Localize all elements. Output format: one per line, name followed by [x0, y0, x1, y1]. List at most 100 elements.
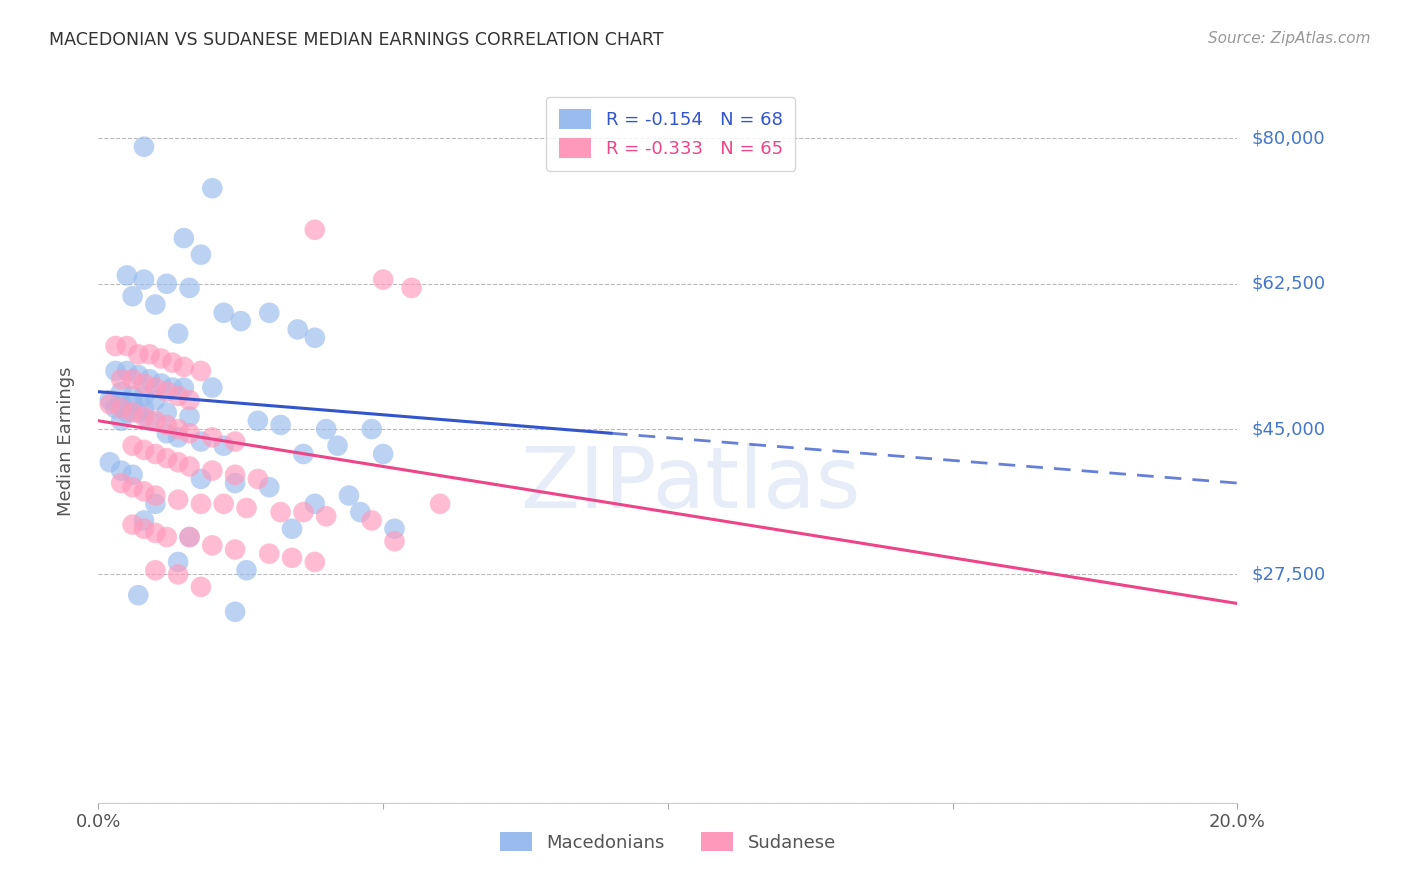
- Point: [304, 497, 326, 511]
- Point: [179, 409, 201, 424]
- Point: [127, 588, 149, 602]
- Text: $27,500: $27,500: [1251, 566, 1326, 583]
- Point: [145, 497, 167, 511]
- Point: [173, 359, 195, 374]
- Point: [115, 364, 138, 378]
- Text: MACEDONIAN VS SUDANESE MEDIAN EARNINGS CORRELATION CHART: MACEDONIAN VS SUDANESE MEDIAN EARNINGS C…: [49, 31, 664, 49]
- Point: [110, 401, 132, 416]
- Text: ZIPatlas: ZIPatlas: [520, 443, 860, 526]
- Point: [132, 376, 155, 391]
- Point: [229, 314, 252, 328]
- Point: [132, 442, 155, 457]
- Point: [162, 380, 184, 394]
- Point: [270, 505, 292, 519]
- Point: [179, 530, 201, 544]
- Text: Source: ZipAtlas.com: Source: ZipAtlas.com: [1208, 31, 1371, 46]
- Point: [360, 422, 382, 436]
- Point: [292, 505, 315, 519]
- Point: [121, 389, 143, 403]
- Point: [212, 306, 235, 320]
- Point: [145, 392, 167, 407]
- Point: [132, 409, 155, 424]
- Point: [167, 492, 190, 507]
- Point: [224, 434, 246, 449]
- Point: [373, 447, 395, 461]
- Point: [156, 405, 179, 419]
- Point: [110, 397, 132, 411]
- Point: [167, 430, 190, 444]
- Point: [156, 277, 179, 291]
- Point: [104, 339, 127, 353]
- Point: [349, 505, 371, 519]
- Point: [115, 405, 138, 419]
- Text: $45,000: $45,000: [1251, 420, 1326, 438]
- Point: [145, 414, 167, 428]
- Point: [115, 268, 138, 283]
- Point: [121, 517, 143, 532]
- Point: [235, 500, 257, 515]
- Point: [190, 364, 212, 378]
- Point: [104, 401, 127, 416]
- Point: [304, 331, 326, 345]
- Point: [145, 563, 167, 577]
- Point: [98, 397, 121, 411]
- Point: [292, 447, 315, 461]
- Point: [259, 306, 281, 320]
- Point: [121, 372, 143, 386]
- Point: [150, 376, 173, 391]
- Point: [167, 389, 190, 403]
- Point: [132, 513, 155, 527]
- Point: [259, 547, 281, 561]
- Point: [167, 555, 190, 569]
- Point: [179, 281, 201, 295]
- Point: [150, 351, 173, 366]
- Text: $80,000: $80,000: [1251, 129, 1324, 147]
- Point: [110, 414, 132, 428]
- Point: [156, 384, 179, 399]
- Point: [127, 405, 149, 419]
- Point: [132, 139, 155, 153]
- Point: [156, 530, 179, 544]
- Point: [110, 464, 132, 478]
- Point: [373, 272, 395, 286]
- Point: [281, 522, 304, 536]
- Point: [121, 467, 143, 482]
- Point: [121, 397, 143, 411]
- Point: [281, 550, 304, 565]
- Point: [384, 534, 406, 549]
- Point: [190, 434, 212, 449]
- Point: [145, 447, 167, 461]
- Point: [138, 372, 160, 386]
- Point: [201, 430, 224, 444]
- Point: [132, 389, 155, 403]
- Point: [190, 497, 212, 511]
- Point: [156, 426, 179, 441]
- Y-axis label: Median Earnings: Median Earnings: [56, 367, 75, 516]
- Point: [98, 392, 121, 407]
- Point: [224, 605, 246, 619]
- Point: [104, 364, 127, 378]
- Legend: Macedonians, Sudanese: Macedonians, Sudanese: [492, 824, 844, 859]
- Point: [201, 464, 224, 478]
- Point: [429, 497, 451, 511]
- Point: [145, 489, 167, 503]
- Point: [384, 522, 406, 536]
- Point: [287, 322, 309, 336]
- Point: [224, 476, 246, 491]
- Point: [212, 439, 235, 453]
- Point: [179, 392, 201, 407]
- Point: [121, 289, 143, 303]
- Point: [304, 555, 326, 569]
- Point: [315, 422, 337, 436]
- Point: [246, 472, 269, 486]
- Point: [173, 380, 195, 394]
- Point: [110, 476, 132, 491]
- Point: [190, 580, 212, 594]
- Point: [145, 297, 167, 311]
- Point: [132, 522, 155, 536]
- Point: [145, 525, 167, 540]
- Point: [179, 459, 201, 474]
- Point: [167, 455, 190, 469]
- Point: [173, 231, 195, 245]
- Point: [235, 563, 257, 577]
